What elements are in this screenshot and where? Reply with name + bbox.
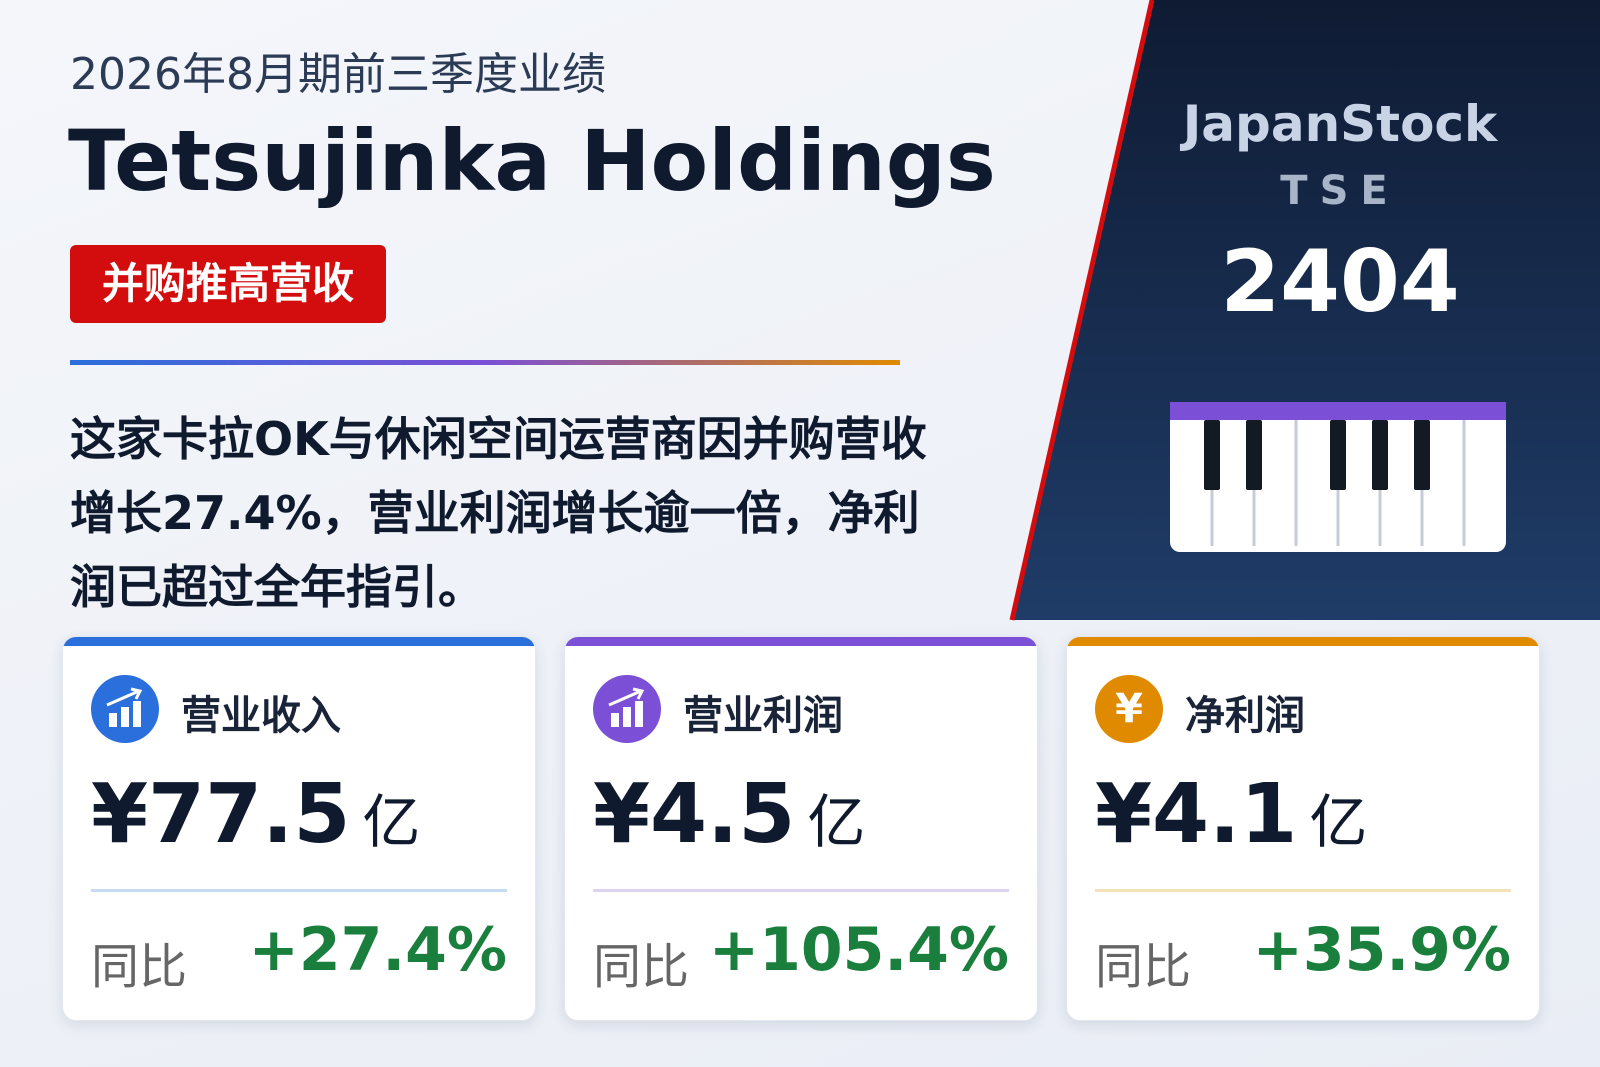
unit: 亿 xyxy=(362,788,421,856)
card-divider xyxy=(91,889,507,892)
card-value: ¥77.5 亿 xyxy=(91,767,420,862)
brand: JapanStock xyxy=(1182,95,1498,153)
card-label: 净利润 xyxy=(1185,693,1305,739)
value: ¥4.1 xyxy=(1095,767,1298,862)
stock-code: 2404 xyxy=(1220,232,1460,332)
value: ¥4.5 xyxy=(593,767,796,862)
piano-icon xyxy=(1170,402,1506,552)
card-divider xyxy=(593,889,1009,892)
yoy-label: 同比 xyxy=(1095,939,1192,995)
chart-icon xyxy=(593,675,661,743)
metric-card: 营业利润 ¥4.5 亿 同比 +105.4% xyxy=(564,636,1038,1021)
card-label: 营业收入 xyxy=(181,693,341,739)
value: ¥77.5 xyxy=(91,767,351,862)
card-value: ¥4.1 亿 xyxy=(1095,767,1367,862)
metric-card: ¥ 净利润 ¥4.1 亿 同比 +35.9% xyxy=(1066,636,1540,1021)
card-bar xyxy=(63,637,535,646)
card-value: ¥4.5 亿 xyxy=(593,767,865,862)
card-bar xyxy=(565,637,1037,646)
divider xyxy=(70,360,900,365)
yoy-value: +105.4% xyxy=(708,915,1009,985)
chart-icon xyxy=(91,675,159,743)
summary: 这家卡拉OK与休闲空间运营商因并购营收增长27.4%，营业利润增长逾一倍，净利润… xyxy=(70,412,927,614)
yoy-label: 同比 xyxy=(91,939,188,995)
unit: 亿 xyxy=(1309,788,1368,856)
period: 2026年8月期前三季度业绩 xyxy=(70,49,606,100)
yoy-value: +35.9% xyxy=(1252,915,1511,985)
icon-text: ¥ xyxy=(1115,686,1143,732)
yen-icon: ¥ xyxy=(1095,675,1163,743)
unit: 亿 xyxy=(807,788,866,856)
yoy-value: +27.4% xyxy=(248,915,507,985)
exchange: TSE xyxy=(1280,168,1400,214)
card-bar xyxy=(1067,637,1539,646)
yoy-label: 同比 xyxy=(593,939,690,995)
panel-edge xyxy=(1009,0,1155,621)
company-name: Tetsujinka Holdings xyxy=(68,112,996,210)
tag: 并购推高营收 xyxy=(70,245,387,323)
card-label: 营业利润 xyxy=(683,693,843,739)
metric-card: 营业收入 ¥77.5 亿 同比 +27.4% xyxy=(62,636,536,1021)
card-divider xyxy=(1095,889,1511,892)
